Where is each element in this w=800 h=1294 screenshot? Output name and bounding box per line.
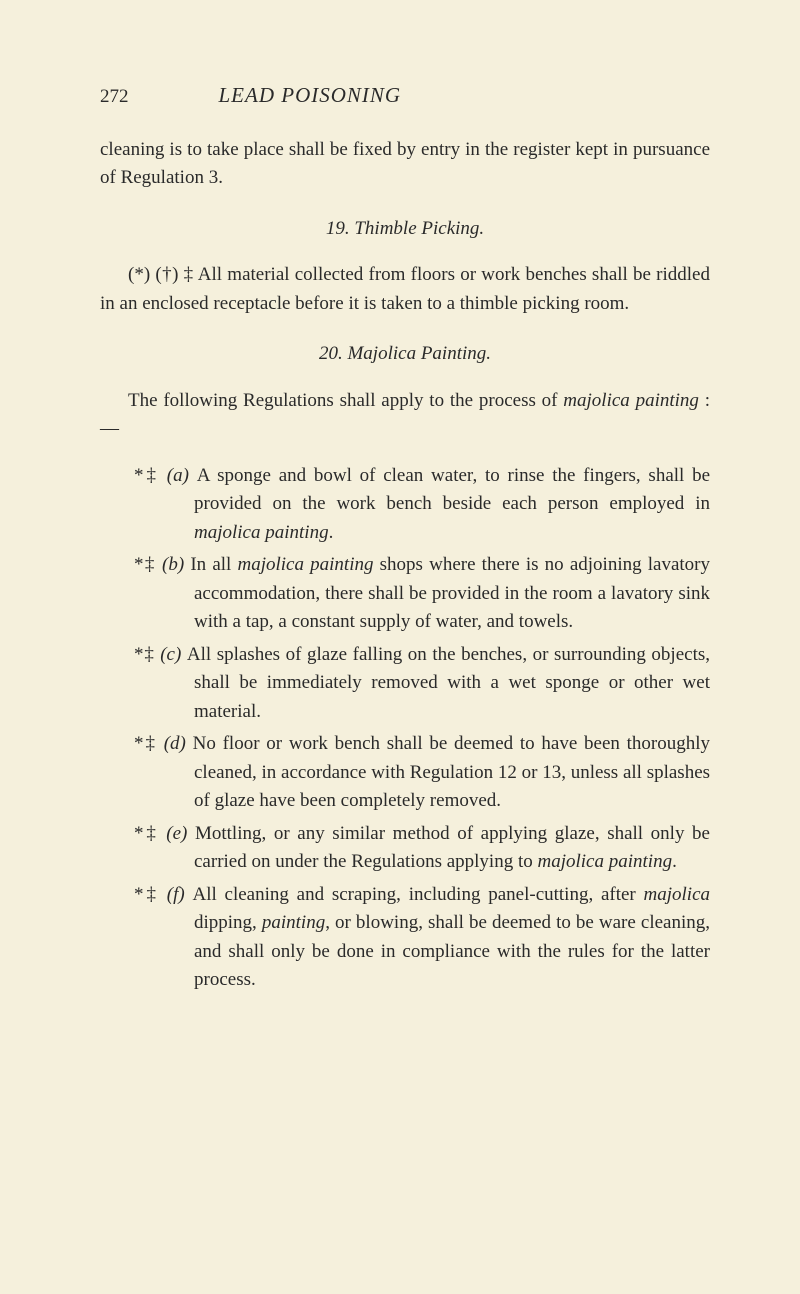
section-20-intro: The following Regulations shall apply to… xyxy=(100,387,710,444)
item-label: (e) xyxy=(166,823,195,844)
page-number: 272 xyxy=(100,83,129,112)
running-title: LEAD POISONING xyxy=(219,80,402,112)
item-marker: *‡ xyxy=(134,554,162,575)
item-text-pre: In all xyxy=(190,554,237,575)
item-text-ital: majolica painting xyxy=(538,851,673,872)
item-marker: *‡ xyxy=(134,733,164,754)
item-label: (f) xyxy=(167,884,193,905)
item-marker: *‡ xyxy=(134,465,167,486)
item-text-ital2: painting xyxy=(262,912,325,933)
regulation-item-b: *‡ (b) In all majolica painting shops wh… xyxy=(100,551,710,637)
document-page: 272 LEAD POISONING cleaning is to take p… xyxy=(0,0,800,1059)
item-label: (a) xyxy=(167,465,197,486)
item-marker: *‡ xyxy=(134,644,160,665)
regulation-item-f: *‡ (f) All cleaning and scraping, includ… xyxy=(100,881,710,995)
intro-text-ital: majolica painting xyxy=(563,390,699,411)
item-text-post: . xyxy=(329,522,334,543)
item-text-ital: majolica painting xyxy=(194,522,329,543)
item-text-ital: majolica painting xyxy=(237,554,373,575)
item-marker: *‡ xyxy=(134,884,167,905)
item-text-pre: No floor or work bench shall be deemed t… xyxy=(193,733,710,811)
item-label: (c) xyxy=(160,644,187,665)
item-text-pre: A sponge and bowl of clean water, to rin… xyxy=(194,465,710,515)
item-text-post: . xyxy=(672,851,677,872)
intro-text-pre: The following Regulations shall apply to… xyxy=(128,390,563,411)
item-text-pre: All cleaning and scraping, including pan… xyxy=(192,884,643,905)
item-marker: *‡ xyxy=(134,823,166,844)
regulation-item-e: *‡ (e) Mottling, or any similar method o… xyxy=(100,820,710,877)
section-19-body: (*) (†) ‡ All material collected from fl… xyxy=(100,261,710,318)
section-19-heading: 19. Thimble Picking. xyxy=(100,215,710,244)
regulation-item-d: *‡ (d) No floor or work bench shall be d… xyxy=(100,730,710,816)
item-label: (b) xyxy=(162,554,190,575)
item-text-ital: majolica xyxy=(644,884,711,905)
item-text-pre: All splashes of glaze falling on the ben… xyxy=(187,644,710,722)
item-text-mid: dipping, xyxy=(194,912,262,933)
regulation-item-c: *‡ (c) All splashes of glaze falling on … xyxy=(100,641,710,727)
page-header: 272 LEAD POISONING xyxy=(100,80,710,112)
paragraph-cleaning: cleaning is to take place shall be fixed… xyxy=(100,136,710,193)
section-20-heading: 20. Majolica Painting. xyxy=(100,340,710,369)
regulation-item-a: *‡ (a) A sponge and bowl of clean water,… xyxy=(100,462,710,548)
item-label: (d) xyxy=(164,733,193,754)
